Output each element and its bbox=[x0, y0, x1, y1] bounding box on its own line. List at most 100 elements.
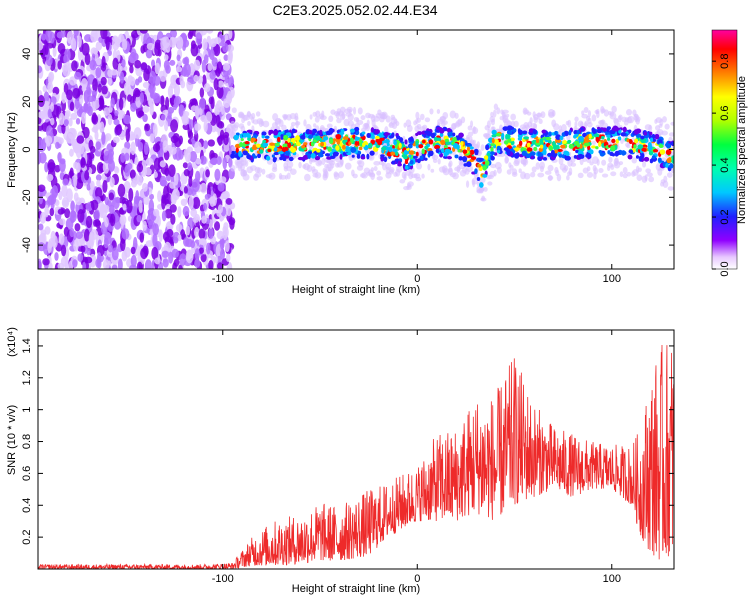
spectrogram-noise-cell bbox=[57, 42, 66, 54]
spectrogram-halo-cell bbox=[309, 114, 313, 120]
spectrogram-ridge-cell bbox=[530, 151, 536, 156]
figure-title: C2E3.2025.052.02.44.E34 bbox=[272, 2, 437, 18]
spectrogram-halo-cell bbox=[283, 115, 288, 120]
spectrogram-noise-cell bbox=[60, 30, 66, 38]
spectrogram-ridge-cell bbox=[670, 141, 674, 146]
spectrogram-ridge-cell bbox=[470, 156, 477, 161]
spectrogram-halo-cell bbox=[489, 170, 496, 177]
spectrogram-noise-cell bbox=[216, 156, 222, 166]
spectrogram-noise-cell bbox=[147, 208, 154, 216]
spectrogram-halo-cell bbox=[438, 166, 446, 173]
spectrogram-halo-cell bbox=[355, 117, 360, 123]
spectrogram-noise-cell bbox=[139, 92, 145, 104]
spectrogram-noise-cell bbox=[52, 235, 58, 248]
spectrogram-noise-cell bbox=[57, 208, 65, 215]
spectrogram-ridge-cell bbox=[601, 152, 606, 156]
spectrogram-noise-cell bbox=[177, 234, 182, 242]
spectrogram-ridge-cell bbox=[390, 151, 396, 156]
spectrogram-noise-cell bbox=[145, 49, 153, 59]
spectrogram-noise-cell bbox=[219, 237, 225, 250]
spectrogram-ridge-cell bbox=[600, 135, 605, 140]
spectrogram-halo-cell bbox=[632, 169, 639, 176]
spectrogram-halo-cell bbox=[243, 169, 248, 177]
spectrogram-halo-cell bbox=[271, 166, 278, 173]
spectrogram-halo-cell bbox=[591, 140, 597, 146]
spectrogram-halo-cell bbox=[547, 164, 554, 172]
spectrogram-noise-cell bbox=[188, 175, 193, 187]
spectrogram-noise-cell bbox=[162, 140, 169, 153]
spectrogram-ridge-cell bbox=[349, 128, 356, 133]
spectrogram-noise-cell bbox=[183, 237, 190, 247]
spectrogram-ridge-cell bbox=[403, 149, 408, 155]
colorbar-frame bbox=[711, 29, 738, 270]
spectrogram-halo-cell bbox=[471, 127, 479, 135]
spectrogram-noise-cell bbox=[166, 228, 174, 238]
spectrogram-ridge-cell bbox=[496, 145, 501, 150]
spectrogram-noise-cell bbox=[222, 190, 230, 200]
spectrogram-ridge-cell bbox=[246, 129, 253, 133]
spectrogram-ridge-cell bbox=[374, 129, 380, 135]
spectrogram-noise-cell bbox=[160, 75, 167, 82]
spectrogram-noise-cell bbox=[38, 184, 46, 193]
spectrogram-halo-cell bbox=[365, 112, 371, 119]
spectrogram-noise-cell bbox=[72, 259, 78, 268]
spectrogram-ridge-cell bbox=[375, 138, 380, 143]
spectrogram-noise-cell bbox=[211, 57, 218, 67]
spectrogram-ridge-cell bbox=[496, 149, 501, 154]
spectrogram-halo-cell bbox=[380, 113, 385, 119]
spectrogram-noise-cell bbox=[121, 58, 126, 68]
spectrogram-noise-cell bbox=[124, 141, 131, 150]
spectrogram-ridge-cell bbox=[433, 136, 438, 142]
spectrogram-ridge-cell bbox=[235, 147, 239, 153]
spectrogram-ridge-cell bbox=[290, 147, 297, 153]
spectrogram-noise-cell bbox=[44, 204, 49, 218]
spectrogram-ridge-cell bbox=[307, 134, 313, 139]
spectrogram-noise-cell bbox=[54, 164, 61, 173]
spectrogram-ridge-cell bbox=[280, 134, 284, 140]
spectrogram-halo-cell bbox=[637, 167, 642, 172]
spectrogram-halo-cell bbox=[230, 120, 236, 129]
spectrogram-noise-cell bbox=[170, 74, 177, 86]
spectrogram-halo-cell bbox=[531, 166, 537, 173]
spectrogram-ridge-cell bbox=[239, 141, 244, 148]
spectrogram-ridge-cell bbox=[351, 154, 355, 158]
spectrogram-halo-cell bbox=[313, 123, 317, 128]
spectrogram-ridge-cell bbox=[394, 145, 398, 149]
spectrogram-noise-cell bbox=[58, 218, 66, 226]
spectrogram-halo-cell bbox=[442, 120, 448, 125]
spectrogram-noise-cell bbox=[157, 190, 162, 202]
spectrogram-ridge-cell bbox=[342, 151, 347, 156]
spectrogram-ridge-cell bbox=[329, 130, 333, 135]
spectrogram-noise-cell bbox=[189, 151, 198, 163]
spectrogram-ridge-cell bbox=[332, 151, 339, 157]
spectrogram-noise-cell bbox=[170, 213, 176, 225]
spectrogram-halo-cell bbox=[381, 161, 385, 167]
spectrogram-ridge-cell bbox=[320, 141, 324, 147]
spectrogram-ridge-cell bbox=[494, 138, 499, 145]
spectrogram-noise-cell bbox=[165, 42, 171, 53]
spectrogram-ridge-cell bbox=[659, 149, 666, 155]
spectrogram-noise-cell bbox=[115, 196, 121, 204]
snr-frame bbox=[37, 329, 675, 570]
spectrogram-noise-cell bbox=[184, 149, 191, 163]
spectrogram-noise-cell bbox=[130, 169, 136, 178]
spectrogram-noise-cell bbox=[38, 94, 45, 107]
spectrogram-ridge-cell bbox=[354, 136, 359, 142]
spectrogram-halo-cell bbox=[553, 123, 560, 131]
spectrogram-noise-cell bbox=[227, 77, 234, 88]
spectrogram-ridge-cell bbox=[443, 150, 449, 156]
spectrogram-ridge-cell bbox=[515, 152, 520, 157]
spectrogram-halo-cell bbox=[326, 123, 333, 129]
spectrogram-halo-cell bbox=[344, 108, 351, 114]
colorbar-label: Normalized spectral amplitude bbox=[736, 76, 748, 224]
spectrogram-noise-cell bbox=[45, 30, 53, 42]
spectrogram-noise-cell bbox=[46, 174, 54, 182]
colorbar-tick-label: 0.4 bbox=[719, 157, 731, 172]
spectrogram-noise-cell bbox=[185, 183, 194, 196]
spectrogram-noise-cell bbox=[164, 120, 169, 132]
spectrogram-ridge-cell bbox=[251, 146, 258, 151]
spectrogram-ridge-cell bbox=[421, 148, 425, 155]
spectrogram-ridge-cell bbox=[446, 128, 452, 133]
spectrogram-halo-cell bbox=[478, 176, 486, 184]
spectrogram-noise-cell bbox=[73, 30, 79, 37]
